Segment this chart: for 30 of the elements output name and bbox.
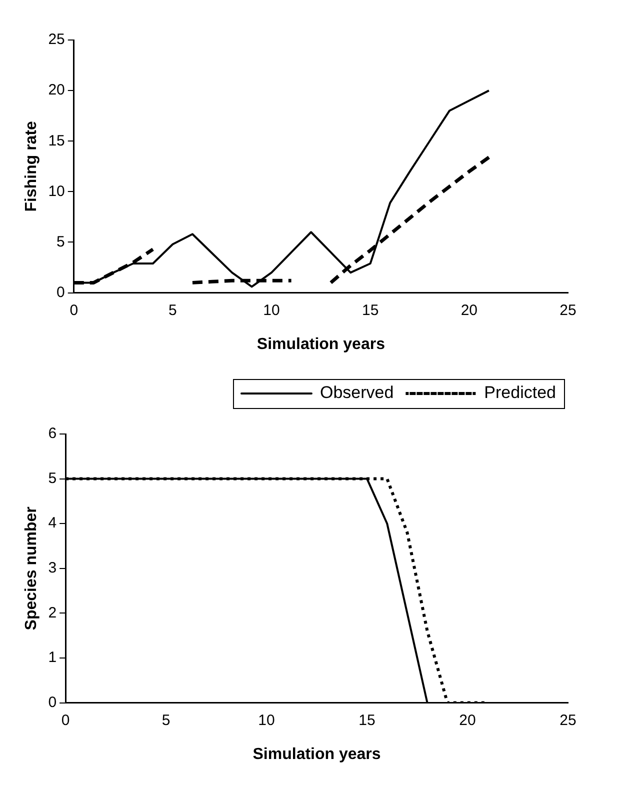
y-tick-label: 6 (48, 425, 57, 442)
x-tick-label: 25 (560, 302, 576, 319)
y-tick-label: 5 (56, 233, 65, 250)
y-tick-label: 5 (48, 470, 57, 487)
x-axis-title: Simulation years (256, 336, 386, 353)
y-tick-label: 10 (48, 182, 65, 200)
y-tick-label: 3 (48, 560, 57, 577)
x-tick-label: 5 (168, 302, 177, 319)
y-axis-title: Fishing rate (23, 120, 40, 212)
x-tick-label: 20 (460, 302, 478, 319)
x-tick-label: 15 (362, 302, 379, 319)
x-tick-label: 20 (459, 712, 476, 729)
y-tick-label: 20 (48, 82, 65, 99)
y-axis-title: Species number (23, 506, 40, 630)
x-tick-label: 25 (560, 712, 576, 729)
x-tick-label: 10 (263, 302, 280, 319)
y-tick-label: 1 (48, 649, 57, 666)
y-tick-label: 15 (48, 132, 65, 150)
y-tick-label: 2 (48, 604, 57, 622)
x-tick-label: 0 (70, 302, 78, 319)
y-tick-label: 4 (48, 514, 57, 532)
legend-label: Observed (320, 383, 394, 402)
x-axis-title: Simulation years (252, 746, 381, 763)
y-tick-label: 0 (48, 694, 57, 711)
legend-label: Predicted (484, 383, 556, 402)
x-tick-label: 15 (358, 712, 376, 729)
y-tick-label: 25 (48, 31, 65, 48)
x-tick-label: 10 (258, 712, 275, 729)
y-tick-label: 0 (56, 284, 65, 301)
x-tick-label: 5 (162, 712, 170, 729)
